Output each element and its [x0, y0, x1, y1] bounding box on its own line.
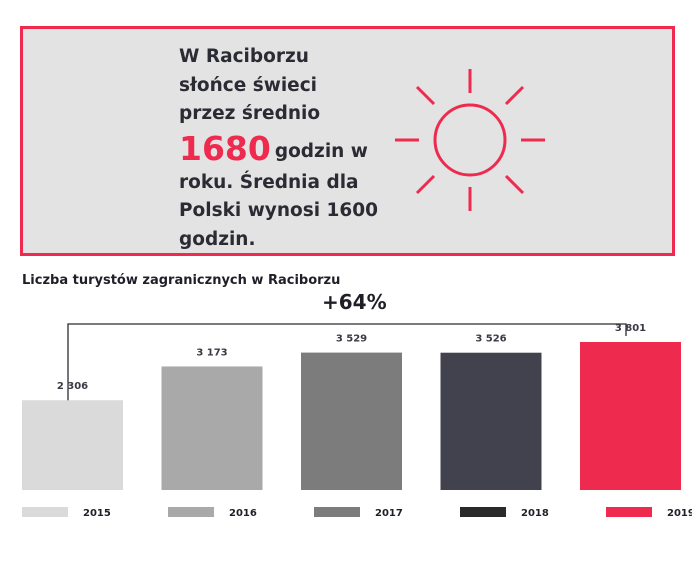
- bar-2016: [161, 366, 263, 490]
- growth-bracket: [67, 323, 627, 401]
- sunshine-line-2: słońce świeci: [179, 74, 318, 96]
- sunshine-line-5: roku. Średnia dla: [179, 171, 359, 193]
- legend-label-2018: 2018: [521, 508, 549, 519]
- value-label-2015: 2 306: [57, 381, 88, 392]
- sunshine-line-3: przez średnio: [179, 103, 321, 124]
- legend-swatch-2017: [314, 507, 360, 517]
- value-label-2017: 3 529: [336, 334, 367, 345]
- sunshine-line-6: Polski wynosi 1600: [179, 200, 379, 221]
- chart-title: Liczba turystów zagranicznych w Raciborz…: [22, 273, 341, 288]
- legend-label-2016: 2016: [229, 508, 257, 519]
- sun-icon: [395, 69, 545, 211]
- legend-label-2019: 2019: [667, 508, 692, 519]
- bar-2018: [440, 352, 542, 490]
- legend-swatch-2015: [22, 507, 68, 517]
- bar-2019: [580, 342, 681, 490]
- value-label-2018: 3 526: [475, 334, 506, 345]
- sunshine-hours-number: 1680: [179, 128, 271, 168]
- sunshine-line-4: 1680 godzin w: [179, 129, 419, 169]
- bar-2015: [22, 400, 123, 490]
- value-label-2019: 3 801: [615, 323, 646, 334]
- sunshine-text: W Raciborzu słońce świeci przez średnio …: [179, 43, 419, 254]
- bar-2017: [301, 352, 402, 490]
- growth-annotation: +64%: [322, 290, 387, 314]
- sunshine-line-7: godzin.: [179, 228, 256, 250]
- sunshine-line-1: W Raciborzu: [179, 46, 309, 67]
- legend-label-2017: 2017: [375, 508, 403, 519]
- sunshine-info-box: W Raciborzu słońce świeci przez średnio …: [20, 26, 675, 256]
- legend-label-2015: 2015: [83, 508, 111, 519]
- legend-swatch-2016: [168, 507, 214, 517]
- value-label-2016: 3 173: [196, 347, 227, 358]
- legend-swatch-2018: [460, 507, 506, 517]
- legend-swatch-2019: [606, 507, 652, 517]
- sunshine-line-4-rest: godzin w: [274, 140, 368, 162]
